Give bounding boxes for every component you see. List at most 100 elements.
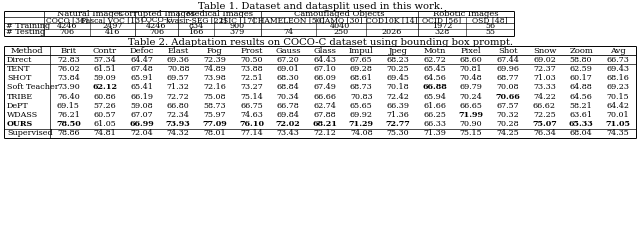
Text: 2497: 2497 bbox=[102, 22, 123, 30]
Text: 69.23: 69.23 bbox=[606, 83, 629, 92]
Text: 166: 166 bbox=[188, 29, 204, 36]
Text: Contr: Contr bbox=[93, 47, 117, 55]
Text: 69.28: 69.28 bbox=[350, 65, 372, 73]
Text: 70.25: 70.25 bbox=[387, 65, 409, 73]
Text: 72.04: 72.04 bbox=[130, 129, 153, 137]
Text: 67.07: 67.07 bbox=[131, 111, 153, 119]
Text: 58.73: 58.73 bbox=[204, 102, 226, 110]
Text: 2026: 2026 bbox=[382, 29, 402, 36]
Text: 72.25: 72.25 bbox=[533, 111, 556, 119]
Text: 66.78: 66.78 bbox=[276, 102, 300, 110]
Text: Medical Images: Medical Images bbox=[186, 10, 253, 18]
Text: 72.34: 72.34 bbox=[167, 111, 189, 119]
Text: 706: 706 bbox=[60, 29, 75, 36]
Text: 64.47: 64.47 bbox=[130, 56, 153, 64]
Text: 66.66: 66.66 bbox=[313, 93, 336, 101]
Text: CHAMELEON [50]: CHAMELEON [50] bbox=[252, 16, 325, 24]
Text: 66.25: 66.25 bbox=[423, 111, 446, 119]
Text: 73.43: 73.43 bbox=[276, 129, 300, 137]
Text: Natural Images: Natural Images bbox=[56, 10, 122, 18]
Text: 60.86: 60.86 bbox=[93, 93, 116, 101]
Text: 73.88: 73.88 bbox=[240, 65, 263, 73]
Text: Impul: Impul bbox=[349, 47, 374, 55]
Text: 73.84: 73.84 bbox=[57, 74, 80, 82]
Text: 78.86: 78.86 bbox=[57, 129, 79, 137]
Text: 67.48: 67.48 bbox=[130, 65, 153, 73]
Text: 72.77: 72.77 bbox=[385, 120, 410, 128]
Text: Brit: Brit bbox=[60, 47, 76, 55]
Text: 65.91: 65.91 bbox=[130, 74, 153, 82]
Text: 68.77: 68.77 bbox=[497, 74, 519, 82]
Text: ISIC [17]: ISIC [17] bbox=[220, 16, 255, 24]
Text: 69.57: 69.57 bbox=[167, 74, 189, 82]
Text: 65.65: 65.65 bbox=[350, 102, 372, 110]
Text: 76.21: 76.21 bbox=[57, 111, 80, 119]
Text: 68.61: 68.61 bbox=[350, 74, 372, 82]
Text: Table 2. Adaptation results on COCO-C dataset using bounding box prompt.: Table 2. Adaptation results on COCO-C da… bbox=[127, 38, 513, 47]
Text: 69.15: 69.15 bbox=[57, 102, 80, 110]
Text: 69.96: 69.96 bbox=[496, 65, 519, 73]
Text: 73.33: 73.33 bbox=[533, 83, 556, 92]
Text: 70.15: 70.15 bbox=[606, 93, 629, 101]
Text: 4246: 4246 bbox=[147, 22, 167, 30]
Text: 60.57: 60.57 bbox=[93, 111, 116, 119]
Text: 72.51: 72.51 bbox=[240, 74, 263, 82]
Text: 71.03: 71.03 bbox=[533, 74, 556, 82]
Text: 65.33: 65.33 bbox=[569, 120, 593, 128]
Text: # Training: # Training bbox=[6, 22, 50, 30]
Text: 78.50: 78.50 bbox=[56, 120, 81, 128]
Text: 74: 74 bbox=[284, 29, 294, 36]
Text: 68.84: 68.84 bbox=[276, 83, 300, 92]
Text: 73.90: 73.90 bbox=[57, 83, 80, 92]
Text: 4040: 4040 bbox=[330, 22, 349, 30]
Text: 62.59: 62.59 bbox=[570, 65, 593, 73]
Text: Zoom: Zoom bbox=[569, 47, 593, 55]
Text: 75.08: 75.08 bbox=[204, 93, 226, 101]
Text: 72.72: 72.72 bbox=[167, 93, 189, 101]
Text: 60.17: 60.17 bbox=[570, 74, 593, 82]
Text: WDASS: WDASS bbox=[7, 111, 38, 119]
Text: 74.89: 74.89 bbox=[204, 65, 226, 73]
Text: 55: 55 bbox=[485, 29, 495, 36]
Text: SHOT: SHOT bbox=[7, 74, 31, 82]
Text: 64.56: 64.56 bbox=[570, 93, 593, 101]
Text: 68.04: 68.04 bbox=[570, 129, 593, 137]
Text: 74.35: 74.35 bbox=[606, 129, 629, 137]
Text: 74.63: 74.63 bbox=[240, 111, 263, 119]
Text: 73.93: 73.93 bbox=[166, 120, 191, 128]
Text: Snow: Snow bbox=[532, 47, 556, 55]
Text: 61.66: 61.66 bbox=[423, 102, 446, 110]
Text: Shot: Shot bbox=[498, 47, 518, 55]
Text: 70.81: 70.81 bbox=[460, 65, 483, 73]
Text: 68.60: 68.60 bbox=[460, 56, 483, 64]
Text: 68.16: 68.16 bbox=[606, 74, 629, 82]
Text: 67.65: 67.65 bbox=[350, 56, 372, 64]
Text: 69.45: 69.45 bbox=[387, 74, 410, 82]
Text: COCO-C: COCO-C bbox=[140, 16, 173, 24]
Text: 57.26: 57.26 bbox=[93, 102, 116, 110]
Text: 56: 56 bbox=[485, 22, 495, 30]
Text: 76.02: 76.02 bbox=[57, 65, 80, 73]
Text: 70.83: 70.83 bbox=[350, 93, 372, 101]
Text: 69.43: 69.43 bbox=[606, 65, 629, 73]
Text: Motn: Motn bbox=[424, 47, 445, 55]
Text: 70.08: 70.08 bbox=[497, 83, 519, 92]
Text: 66.88: 66.88 bbox=[422, 83, 447, 92]
Text: 67.88: 67.88 bbox=[314, 111, 336, 119]
Text: 65.94: 65.94 bbox=[423, 93, 446, 101]
Text: 62.12: 62.12 bbox=[92, 83, 117, 92]
Text: 68.21: 68.21 bbox=[312, 120, 337, 128]
Text: 900: 900 bbox=[230, 22, 245, 30]
Text: Direct: Direct bbox=[7, 56, 33, 64]
Text: Table 1. Dataset and datasplit used in this work.: Table 1. Dataset and datasplit used in t… bbox=[198, 2, 442, 11]
Text: DePT: DePT bbox=[7, 102, 29, 110]
Text: 69.84: 69.84 bbox=[276, 111, 300, 119]
Text: 73.98: 73.98 bbox=[204, 74, 226, 82]
Text: Fog: Fog bbox=[207, 47, 223, 55]
Text: 66.65: 66.65 bbox=[460, 102, 483, 110]
Text: 75.14: 75.14 bbox=[240, 93, 263, 101]
Text: 65.45: 65.45 bbox=[423, 65, 446, 73]
Text: Supervised: Supervised bbox=[7, 129, 52, 137]
Text: 72.12: 72.12 bbox=[313, 129, 336, 137]
Text: 68.73: 68.73 bbox=[350, 83, 372, 92]
